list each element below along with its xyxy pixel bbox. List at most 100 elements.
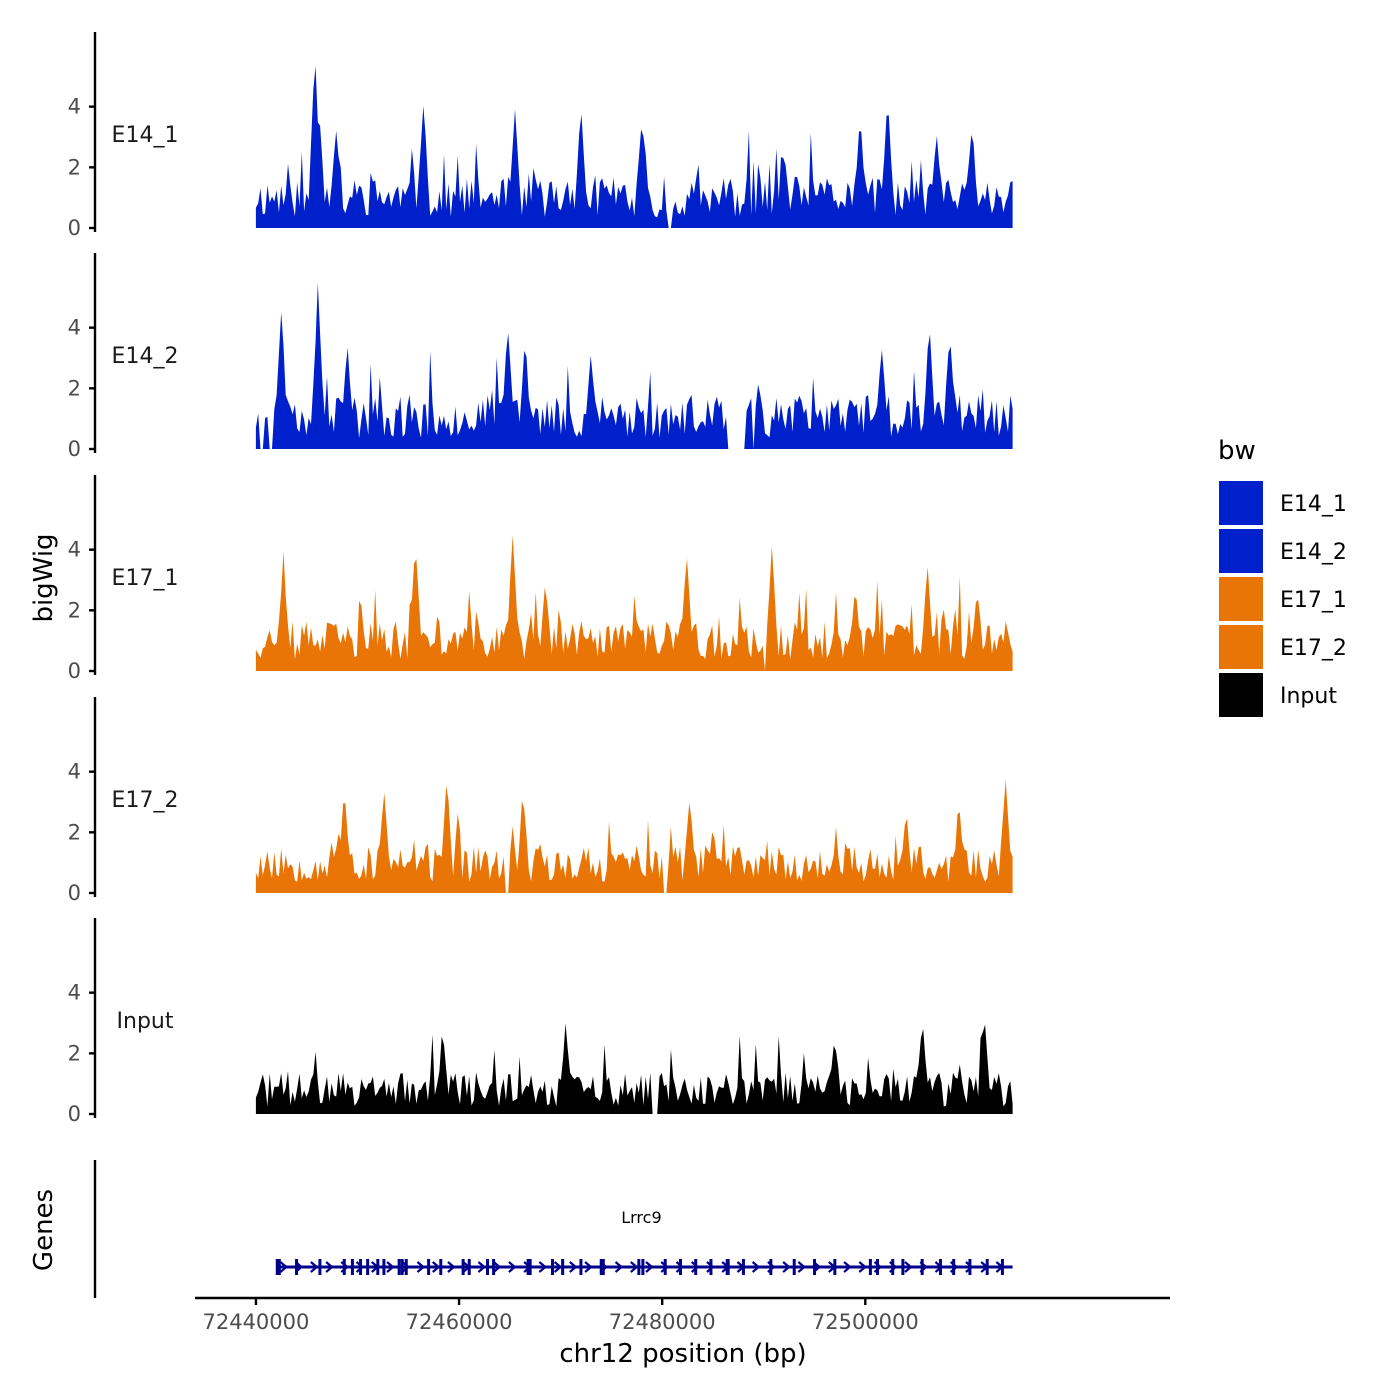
legend-label: E14_2 (1280, 540, 1347, 565)
strand-arrow (614, 1261, 624, 1273)
legend: bw E14_1 E14_2 E17_1 E17_2 Input (1218, 436, 1347, 717)
legend-label: Input (1280, 684, 1337, 709)
exon (427, 1259, 431, 1275)
strand-arrow (858, 1261, 867, 1273)
legend-item-E14_2: E14_2 (1219, 529, 1347, 573)
track-label: E14_2 (112, 344, 179, 369)
strand-arrow (538, 1261, 548, 1273)
exon (663, 1259, 667, 1275)
legend-title: bw (1218, 436, 1256, 466)
track-E17_2: 0 2 4 E17_2 (68, 697, 1013, 905)
y-tick-label: 4 (68, 538, 81, 562)
strand-arrow (782, 1261, 791, 1273)
exon (938, 1259, 942, 1275)
legend-item-E14_1: E14_1 (1219, 481, 1347, 525)
exon (366, 1259, 370, 1275)
signal-area-Input (255, 1023, 1013, 1114)
strand-arrow (386, 1261, 395, 1273)
signal-tracks: 0 2 4 E14_1 0 2 4 E14_2 0 2 4 E17_1 0 2 4 E17_2 0 2 4 Input (68, 32, 1013, 1126)
strand-arrow (797, 1261, 807, 1273)
gene-track: Lrrc9 (93, 1160, 1013, 1298)
strand-arrow (355, 1261, 365, 1273)
track-E17_1: 0 2 4 E17_1 (68, 475, 1013, 683)
x-tick-label: 72460000 (406, 1310, 513, 1334)
exon (876, 1259, 879, 1275)
track-label: E17_2 (112, 788, 179, 813)
strand-arrow (401, 1261, 410, 1273)
strand-arrow (553, 1261, 563, 1273)
y-tick-label: 4 (68, 95, 81, 119)
exon (833, 1259, 837, 1275)
exon (461, 1259, 465, 1275)
y-tick-label: 0 (68, 1102, 81, 1126)
exon (769, 1259, 773, 1275)
strand-arrow (660, 1261, 669, 1273)
exon (295, 1259, 299, 1275)
exon (741, 1259, 745, 1275)
x-tick-label: 72480000 (609, 1310, 716, 1334)
legend-swatch (1219, 577, 1263, 621)
exon (891, 1259, 895, 1275)
exon (318, 1259, 322, 1275)
legend-item-Input: Input (1219, 673, 1337, 717)
strand-arrow (645, 1261, 654, 1273)
strand-arrow (492, 1261, 502, 1273)
strand-arrow (325, 1261, 334, 1273)
exon (526, 1259, 530, 1275)
exon (467, 1259, 471, 1275)
gene-label: Lrrc9 (621, 1208, 661, 1227)
strand-arrow (416, 1261, 426, 1273)
gene-track-title: Genes (29, 1189, 59, 1271)
exon (404, 1259, 408, 1275)
signal-area-E17_1 (255, 535, 1013, 671)
exon (579, 1259, 583, 1275)
exon (397, 1259, 401, 1275)
strand-arrow (508, 1261, 517, 1273)
y-tick-label: 2 (68, 1041, 81, 1065)
strand-arrow (904, 1261, 913, 1273)
exon (439, 1259, 443, 1275)
x-tick-label: 72440000 (202, 1310, 309, 1334)
y-tick-label: 4 (68, 981, 81, 1005)
exon (968, 1259, 972, 1275)
exon (1000, 1259, 1004, 1275)
exon (376, 1259, 380, 1275)
track-label: E17_1 (112, 566, 179, 591)
legend-swatch (1219, 673, 1263, 717)
exon (641, 1259, 645, 1275)
legend-label: E14_1 (1280, 492, 1347, 517)
exon (561, 1259, 565, 1275)
y-axis-title: bigWig (29, 533, 59, 622)
track-E14_2: 0 2 4 E14_2 (68, 253, 1013, 461)
exon (952, 1259, 956, 1275)
signal-area-E14_2 (255, 282, 1013, 449)
exon (726, 1259, 730, 1275)
strand-arrow (310, 1261, 319, 1273)
legend-label: E17_1 (1280, 588, 1347, 613)
legend-swatch (1219, 529, 1263, 573)
legend-label: E17_2 (1280, 636, 1347, 661)
y-tick-label: 2 (68, 598, 81, 622)
y-tick-label: 2 (68, 376, 81, 400)
track-Input: 0 2 4 Input (68, 918, 1013, 1126)
strand-arrow (477, 1261, 487, 1273)
y-tick-label: 0 (68, 437, 81, 461)
strand-arrow (706, 1261, 715, 1273)
signal-area-E17_2 (255, 779, 1013, 893)
exon (350, 1259, 354, 1275)
exon (551, 1259, 554, 1275)
strand-arrow (569, 1261, 578, 1273)
x-tick-label: 72500000 (812, 1310, 919, 1334)
strand-arrow (447, 1261, 456, 1273)
y-tick-label: 4 (68, 316, 81, 340)
exon (678, 1259, 682, 1275)
exon (709, 1259, 713, 1275)
y-tick-label: 2 (68, 820, 81, 844)
y-tick-label: 0 (68, 659, 81, 683)
exon (277, 1259, 281, 1275)
track-E14_1: 0 2 4 E14_1 (68, 32, 1013, 240)
exon (694, 1259, 698, 1275)
strand-arrow (584, 1261, 593, 1273)
strand-arrow (279, 1261, 289, 1273)
exon (400, 1259, 404, 1275)
